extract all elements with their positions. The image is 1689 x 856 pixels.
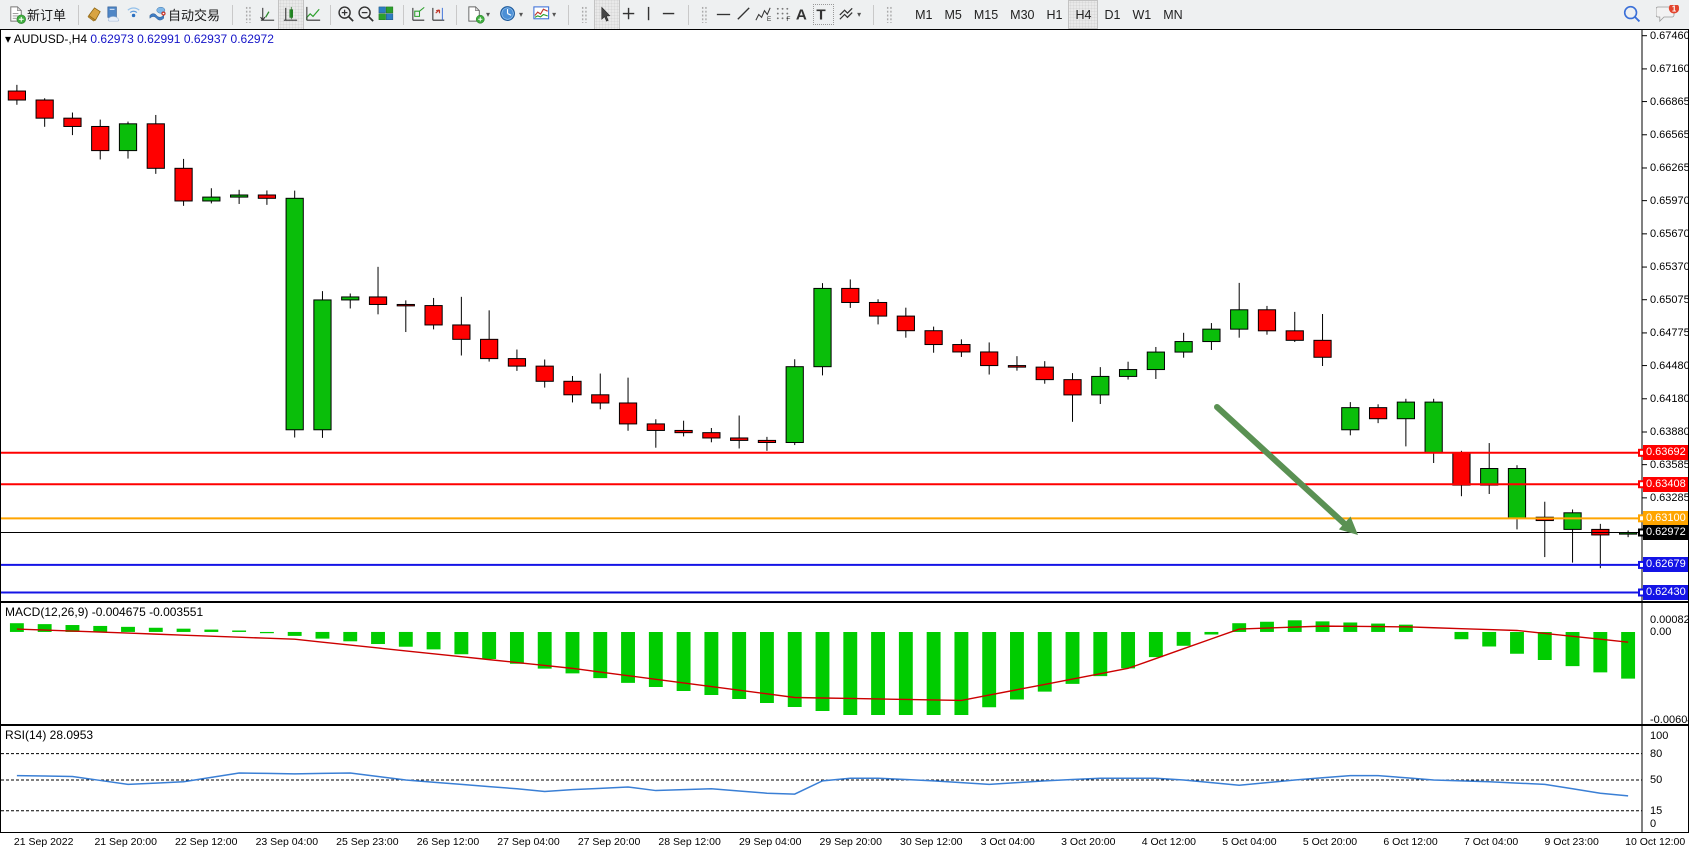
svg-text:T: T	[816, 7, 826, 24]
svg-text:1: 1	[1672, 5, 1677, 14]
svg-text:E: E	[767, 16, 772, 23]
svg-text:A: A	[796, 7, 807, 24]
svg-text:F: F	[786, 16, 790, 23]
